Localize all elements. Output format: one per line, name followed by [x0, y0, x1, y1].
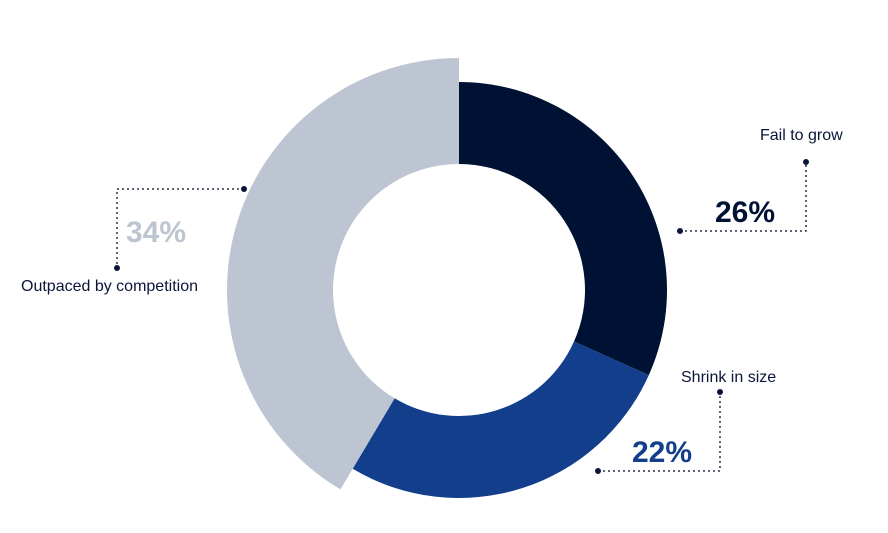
leader-dot-shrink-in-size-end — [717, 389, 723, 395]
leader-dot-outpaced-start — [241, 186, 247, 192]
leader-dot-fail-to-grow-end — [803, 159, 809, 165]
leader-dot-shrink-in-size-start — [595, 468, 601, 474]
slice-label-outpaced-by-competition: Outpaced by competition — [21, 278, 198, 295]
slice-value-outpaced-by-competition: 34% — [126, 216, 186, 249]
slice-value-fail-to-grow: 26% — [715, 196, 775, 229]
donut-slices — [227, 58, 667, 498]
slice-shrink-in-size — [352, 341, 649, 498]
leader-lines — [114, 159, 809, 474]
slice-outpaced-by-competition — [227, 58, 459, 490]
leader-line-shrink-in-size — [598, 392, 721, 472]
slice-value-shrink-in-size: 22% — [632, 436, 692, 469]
slice-label-shrink-in-size: Shrink in size — [681, 369, 776, 386]
leader-line-fail-to-grow — [680, 162, 807, 232]
leader-dot-fail-to-grow-start — [677, 228, 683, 234]
leader-line-outpaced-by-competition — [116, 188, 244, 268]
slice-fail-to-grow — [459, 82, 667, 376]
slice-label-fail-to-grow: Fail to grow — [760, 127, 843, 144]
leader-dot-outpaced-end — [114, 265, 120, 271]
